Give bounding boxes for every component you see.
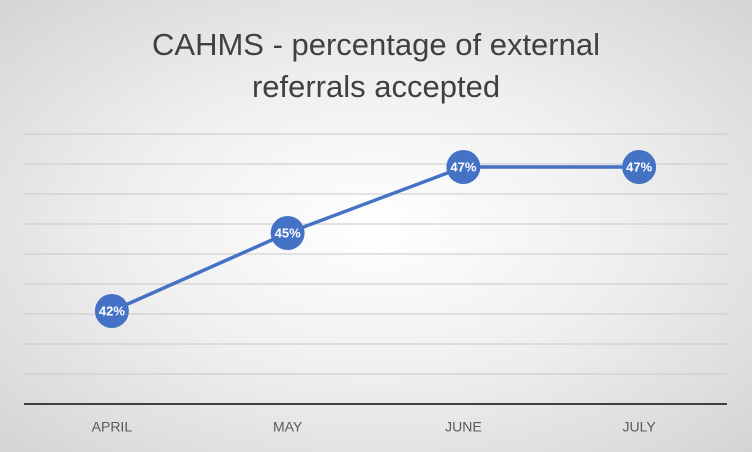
marker [622,150,657,184]
data-label: 42% [99,303,125,318]
data-label: 45% [275,225,301,240]
x-tick-label: JUNE [445,419,482,435]
marker [94,294,129,328]
x-tick-label: APRIL [92,419,133,435]
x-tick-label: JULY [623,419,657,435]
chart-title: CAHMS - percentage of external referrals… [152,27,600,104]
data-label: 47% [626,159,652,174]
line [111,165,640,313]
x-tick-label: MAY [273,419,303,435]
marker [270,216,305,250]
marker [446,150,481,184]
data-label: 47% [450,159,476,174]
